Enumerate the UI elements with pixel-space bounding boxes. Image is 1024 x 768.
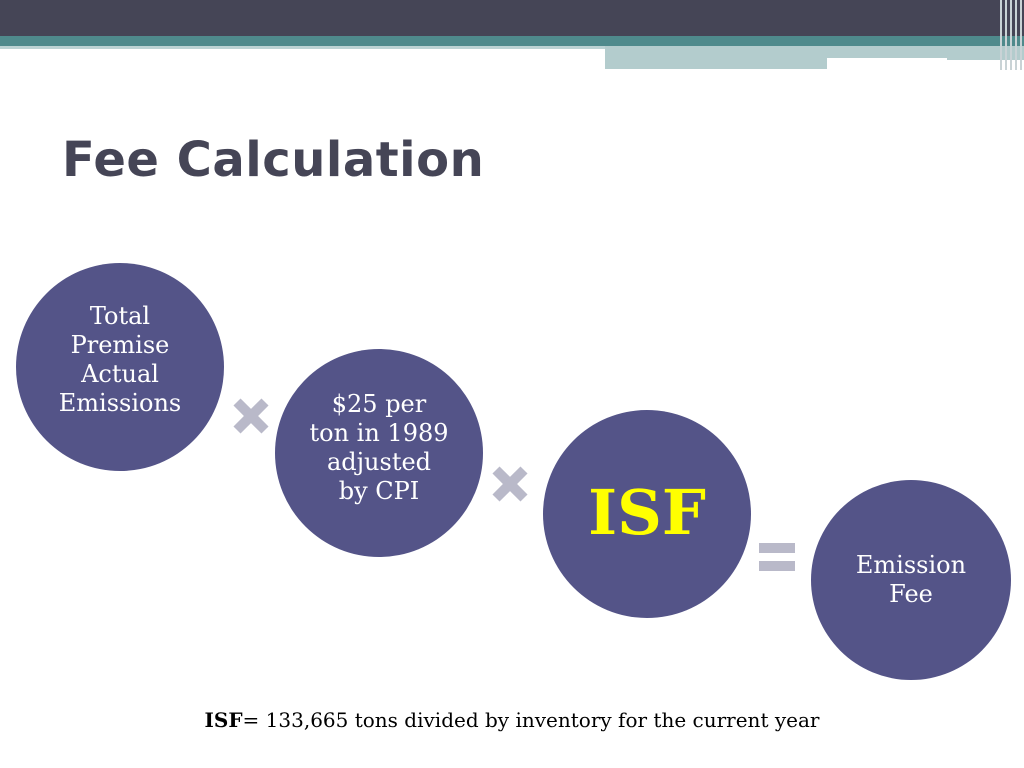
node-emission-fee: Emission Fee — [811, 480, 1011, 680]
node-total-emissions: Total Premise Actual Emissions — [16, 263, 224, 471]
node-isf-label: ISF — [588, 475, 706, 549]
header-vertical-lines — [998, 0, 1024, 70]
header-band-right-lower — [605, 60, 827, 69]
multiply-icon — [492, 466, 528, 502]
node-isf: ISF — [543, 410, 751, 618]
node-rate: $25 per ton in 1989 adjusted by CPI — [275, 349, 483, 557]
isf-definition: ISF= 133,665 tons divided by inventory f… — [0, 708, 1024, 732]
node-total-emissions-label: Total Premise Actual Emissions — [58, 302, 182, 417]
multiply-icon — [233, 398, 269, 434]
header-band-dark — [0, 0, 1024, 36]
isf-term: ISF — [204, 708, 243, 732]
equals-icon — [759, 543, 795, 571]
slide-title: Fee Calculation — [62, 132, 485, 188]
node-emission-fee-label: Emission Fee — [855, 551, 967, 608]
isf-definition-text: = 133,665 tons divided by inventory for … — [242, 708, 820, 732]
node-rate-label: $25 per ton in 1989 adjusted by CPI — [309, 390, 449, 505]
header-band-right-line — [827, 58, 947, 60]
header-band-teal — [0, 36, 1024, 46]
header-band-right — [605, 46, 1024, 60]
header-band-light — [0, 46, 605, 49]
